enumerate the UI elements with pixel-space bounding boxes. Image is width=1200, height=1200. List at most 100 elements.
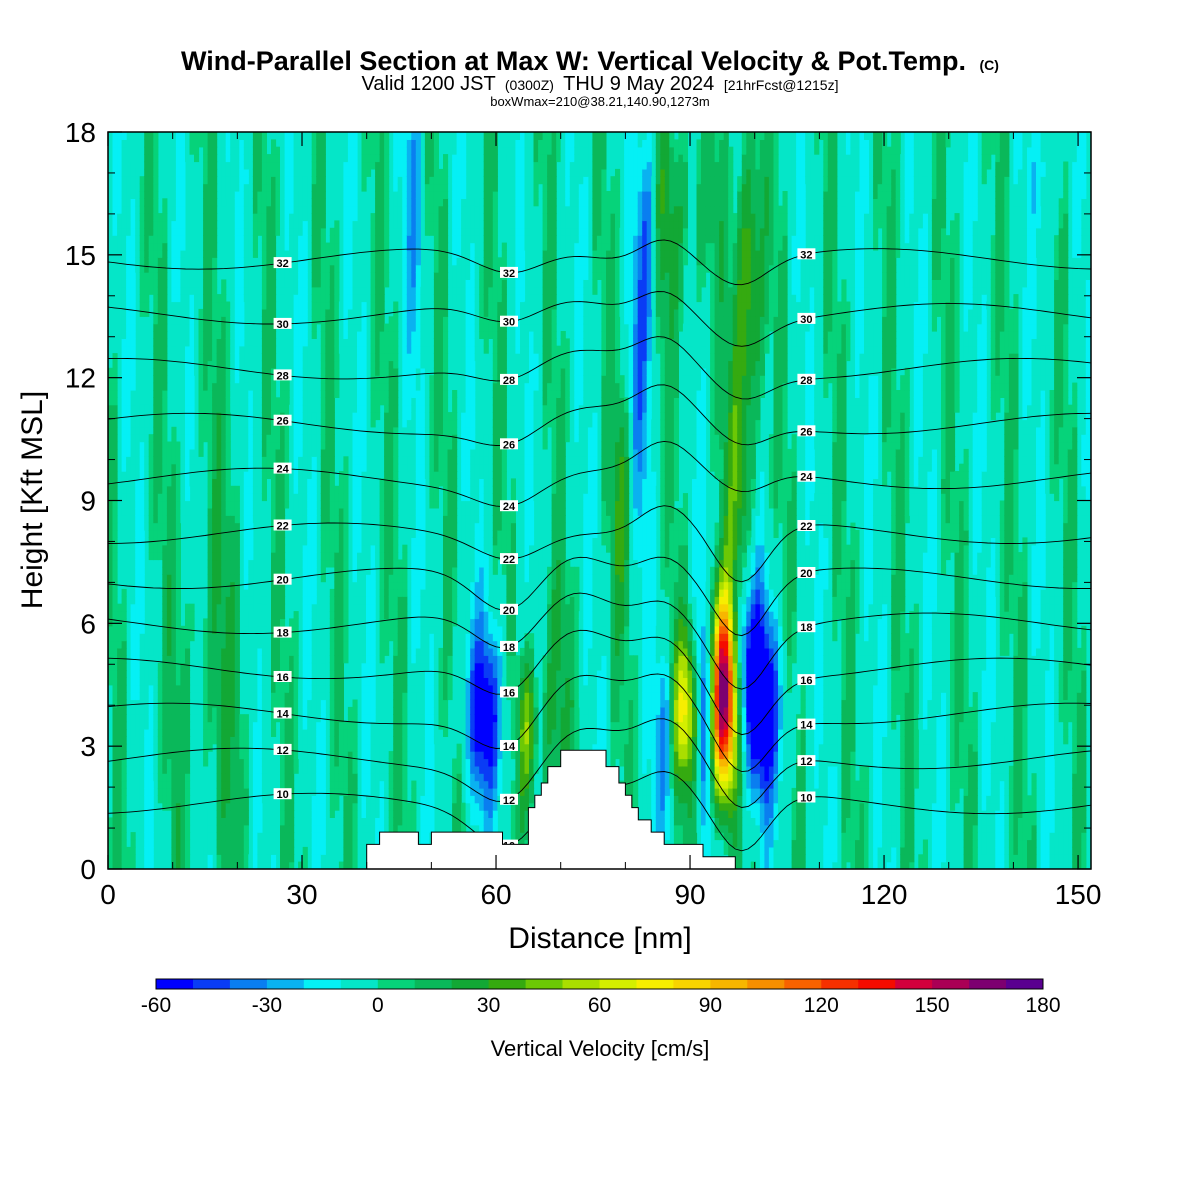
w-cell xyxy=(230,765,236,774)
w-cell xyxy=(239,773,245,782)
w-cell xyxy=(329,500,335,509)
w-cell xyxy=(302,323,308,332)
w-cell xyxy=(112,625,118,634)
w-cell xyxy=(379,272,385,280)
w-cell xyxy=(234,787,240,796)
w-cell xyxy=(366,559,372,568)
w-cell xyxy=(216,640,222,649)
w-cell xyxy=(338,345,344,354)
w-cell xyxy=(216,390,222,398)
w-cell xyxy=(257,751,263,760)
w-cell xyxy=(189,345,195,354)
w-cell xyxy=(221,183,227,192)
w-cell xyxy=(112,375,118,384)
w-cell xyxy=(411,183,417,192)
w-cell xyxy=(157,662,163,671)
w-cell xyxy=(320,721,326,730)
w-cell xyxy=(320,426,326,435)
w-cell xyxy=(162,544,168,553)
w-cell xyxy=(139,758,145,767)
w-cell xyxy=(384,323,390,332)
w-cell xyxy=(370,633,376,642)
w-cell xyxy=(121,264,127,273)
w-cell xyxy=(171,515,177,524)
w-cell xyxy=(212,161,218,170)
w-cell xyxy=(329,758,335,767)
w-cell xyxy=(216,507,222,516)
w-cell xyxy=(234,493,240,502)
w-cell xyxy=(162,787,168,796)
w-cell xyxy=(252,404,258,413)
w-cell xyxy=(212,684,218,693)
w-cell xyxy=(370,802,376,811)
w-cell xyxy=(388,493,394,502)
w-cell xyxy=(411,154,417,163)
w-cell xyxy=(384,780,390,789)
w-cell xyxy=(384,463,390,472)
w-cell xyxy=(126,198,132,207)
w-cell xyxy=(185,323,191,332)
w-cell xyxy=(230,706,236,715)
w-cell xyxy=(212,257,218,266)
w-cell xyxy=(166,706,172,715)
w-cell xyxy=(370,227,376,236)
w-cell xyxy=(135,706,141,715)
w-cell xyxy=(334,353,340,362)
w-cell xyxy=(329,404,335,413)
w-cell xyxy=(388,338,394,347)
w-cell xyxy=(239,817,245,826)
w-cell xyxy=(126,220,132,229)
w-cell xyxy=(375,249,381,258)
w-cell xyxy=(239,375,245,384)
w-cell xyxy=(171,176,177,185)
w-cell xyxy=(347,235,353,244)
w-cell xyxy=(194,294,200,303)
w-cell xyxy=(257,721,263,730)
w-cell xyxy=(293,132,299,140)
w-cell xyxy=(185,485,191,494)
w-cell xyxy=(207,360,213,369)
w-cell xyxy=(185,338,191,347)
w-cell xyxy=(325,463,331,472)
w-cell xyxy=(302,294,308,303)
w-cell xyxy=(384,603,390,612)
w-cell xyxy=(243,463,249,472)
w-cell xyxy=(180,714,186,723)
w-cell xyxy=(307,647,313,656)
w-cell xyxy=(361,802,367,811)
w-cell xyxy=(329,485,335,494)
w-cell xyxy=(252,736,258,745)
w-cell xyxy=(207,205,213,214)
w-cell xyxy=(280,566,286,575)
w-cell xyxy=(212,360,218,369)
w-cell xyxy=(424,692,430,701)
w-cell xyxy=(347,765,353,774)
w-cell xyxy=(216,367,222,376)
w-cell xyxy=(261,441,267,450)
w-cell xyxy=(234,824,240,833)
w-cell xyxy=(307,463,313,472)
w-cell xyxy=(402,390,408,398)
w-cell xyxy=(411,360,417,369)
w-cell xyxy=(157,758,163,767)
w-cell xyxy=(379,345,385,354)
w-cell xyxy=(230,537,236,546)
w-cell xyxy=(130,242,136,251)
w-cell xyxy=(329,729,335,737)
w-cell xyxy=(185,729,191,737)
w-cell xyxy=(311,736,317,745)
w-cell xyxy=(153,367,159,376)
w-cell xyxy=(185,132,191,140)
w-cell xyxy=(261,721,267,730)
w-cell xyxy=(352,441,358,450)
w-cell xyxy=(166,485,172,494)
w-cell xyxy=(424,426,430,435)
w-cell xyxy=(175,692,181,701)
w-cell xyxy=(189,132,195,140)
w-cell xyxy=(261,670,267,678)
w-cell xyxy=(207,625,213,634)
w-cell xyxy=(261,736,267,745)
w-cell xyxy=(370,714,376,723)
w-cell xyxy=(171,448,177,457)
w-cell xyxy=(203,132,209,140)
